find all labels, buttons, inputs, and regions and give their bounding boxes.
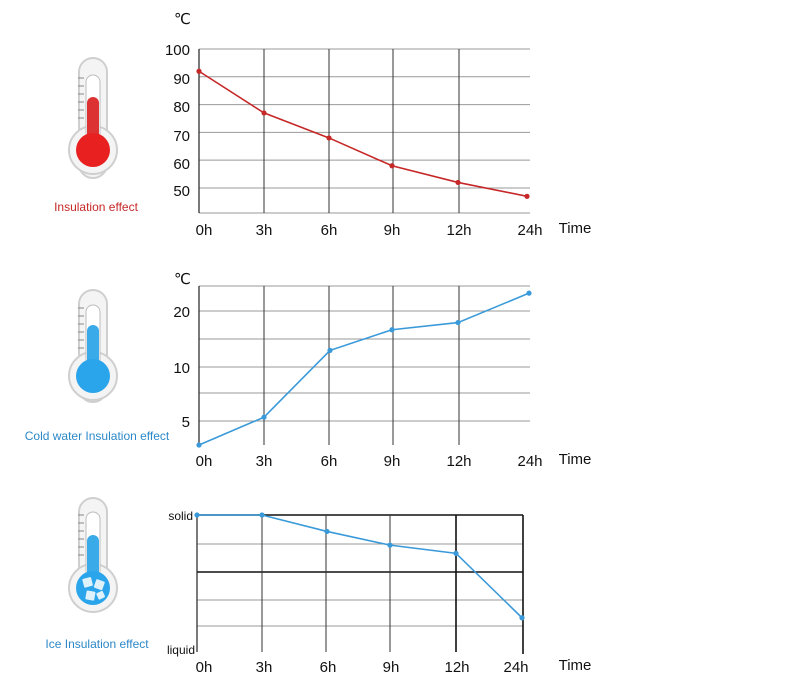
y-axis-unit-label: ℃ — [174, 11, 191, 28]
data-point — [387, 542, 393, 548]
data-point — [389, 163, 395, 169]
cold-water-insulation-caption: Cold water Insulation effect — [25, 429, 170, 443]
data-point — [194, 512, 200, 518]
y-tick-label: 20 — [173, 304, 190, 321]
x-axis-title: Time — [559, 220, 592, 237]
y-axis-unit-label: ℃ — [174, 271, 191, 288]
y-tick-label: 100 — [165, 42, 190, 59]
x-tick-label: 12h — [444, 659, 469, 676]
x-tick-label: 24h — [517, 453, 542, 470]
thermometer-bulb — [76, 359, 110, 393]
data-point — [259, 512, 265, 518]
x-tick-label: 9h — [384, 453, 401, 470]
data-point — [327, 347, 333, 353]
x-tick-label: 0h — [196, 659, 213, 676]
x-tick-label: 3h — [256, 659, 273, 676]
data-point — [196, 68, 202, 74]
thermometer-icon-red — [68, 57, 118, 179]
data-point — [526, 290, 532, 296]
thermometer-bulb — [76, 133, 110, 167]
x-tick-label: 0h — [196, 453, 213, 470]
x-tick-label: 12h — [446, 453, 471, 470]
x-tick-label: 3h — [256, 222, 273, 239]
x-axis-title: Time — [559, 451, 592, 468]
data-point — [326, 135, 332, 141]
x-tick-label: 6h — [321, 453, 338, 470]
hot-water-chart: 100 90 80 70 60 50 ℃ 0h 3h 6h 9h 12h 24h Time — [165, 11, 591, 239]
insulation-effect-caption: Insulation effect — [54, 200, 139, 214]
x-tick-label: 9h — [383, 659, 400, 676]
data-point — [455, 179, 461, 186]
series-line — [198, 70, 528, 198]
x-tick-label: 0h — [196, 222, 213, 239]
x-tick-label: 3h — [256, 453, 273, 470]
x-tick-label: 6h — [320, 659, 337, 676]
ice-insulation-caption: Ice Insulation effect — [45, 637, 149, 651]
data-point — [524, 193, 530, 199]
y-tick-label: 90 — [173, 71, 190, 88]
y-tick-label: 70 — [173, 128, 190, 145]
y-tick-label: 60 — [173, 156, 190, 173]
data-point — [261, 414, 267, 420]
data-point — [196, 442, 202, 448]
data-point — [324, 528, 330, 535]
data-point — [519, 615, 525, 621]
x-axis-title: Time — [559, 657, 592, 674]
thermometer-icon-ice — [68, 497, 118, 613]
series-line — [197, 514, 523, 619]
y-category-solid: solid — [168, 509, 193, 523]
y-tick-label: 50 — [173, 183, 190, 200]
y-tick-label: 80 — [173, 99, 190, 116]
thermometer-icon-blue — [68, 289, 118, 403]
y-category-liquid: liquid — [167, 643, 195, 657]
x-tick-label: 24h — [503, 659, 528, 676]
x-tick-label: 24h — [517, 222, 542, 239]
data-point — [455, 319, 461, 326]
x-tick-label: 12h — [446, 222, 471, 239]
data-point — [261, 110, 267, 116]
ice-cubes-icon — [82, 577, 105, 601]
series-line — [198, 292, 530, 446]
y-tick-label: 10 — [173, 360, 190, 377]
x-tick-label: 9h — [384, 222, 401, 239]
y-tick-label: 5 — [182, 414, 190, 431]
data-point — [389, 327, 395, 333]
cold-water-chart: 20 10 5 ℃ 0h 3h 6h 9h 12h 24h Time — [173, 271, 591, 470]
data-point — [453, 550, 459, 556]
x-tick-label: 6h — [321, 222, 338, 239]
